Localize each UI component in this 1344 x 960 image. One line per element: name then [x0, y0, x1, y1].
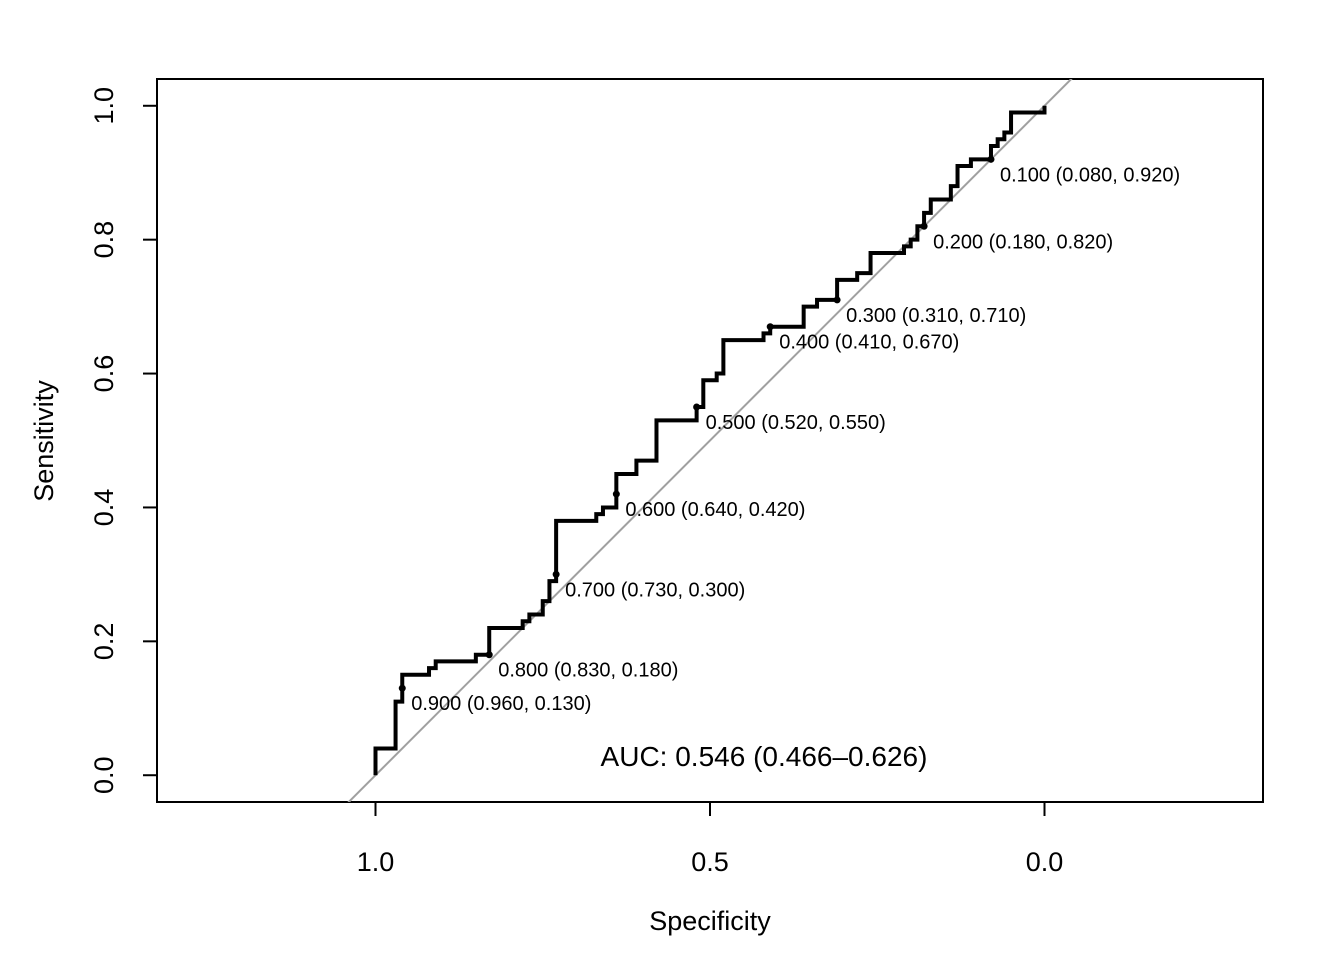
y-tick-label: 0.6 — [89, 355, 119, 393]
threshold-label: 0.900 (0.960, 0.130) — [411, 693, 591, 715]
chance-diagonal-layer — [347, 79, 1073, 802]
threshold-point — [833, 296, 841, 304]
threshold-label: 0.100 (0.080, 0.920) — [1000, 164, 1180, 186]
y-tick-label: 1.0 — [89, 87, 119, 125]
threshold-point — [693, 403, 701, 411]
y-tick-label: 0.4 — [89, 489, 119, 527]
threshold-point — [552, 570, 560, 578]
chance-diagonal-line — [347, 79, 1073, 802]
threshold-label: 0.500 (0.520, 0.550) — [706, 412, 886, 434]
threshold-label: 0.800 (0.830, 0.180) — [498, 660, 678, 682]
threshold-point — [612, 490, 620, 498]
threshold-label: 0.600 (0.640, 0.420) — [625, 499, 805, 521]
threshold-label: 0.300 (0.310, 0.710) — [846, 305, 1026, 327]
threshold-point — [398, 684, 406, 692]
auc-annotation: AUC: 0.546 (0.466–0.626) — [601, 741, 928, 772]
x-axis-title: Specificity — [649, 906, 771, 936]
x-tick-label: 1.0 — [357, 847, 395, 877]
x-tick-label: 0.5 — [691, 847, 729, 877]
threshold-point — [485, 651, 493, 659]
y-tick-label: 0.0 — [89, 756, 119, 794]
x-tick-label: 0.0 — [1026, 847, 1064, 877]
threshold-label: 0.700 (0.730, 0.300) — [565, 579, 745, 601]
threshold-point — [920, 222, 928, 230]
y-tick-label: 0.8 — [89, 221, 119, 259]
threshold-points-layer: 0.900 (0.960, 0.130) 0.800 (0.830, 0.180)… — [398, 155, 1180, 715]
roc-curve-layer — [373, 105, 1047, 776]
threshold-point — [766, 323, 774, 331]
roc-curve-line — [373, 105, 1047, 776]
threshold-point — [987, 155, 995, 163]
threshold-label: 0.200 (0.180, 0.820) — [933, 231, 1113, 253]
y-axis: 0.0 0.2 0.4 0.6 0.8 1.0 — [89, 87, 158, 794]
y-tick-label: 0.2 — [89, 623, 119, 661]
threshold-label: 0.400 (0.410, 0.670) — [779, 332, 959, 354]
x-axis: 1.0 0.5 0.0 — [357, 801, 1064, 877]
y-axis-title: Sensitivity — [29, 380, 59, 502]
